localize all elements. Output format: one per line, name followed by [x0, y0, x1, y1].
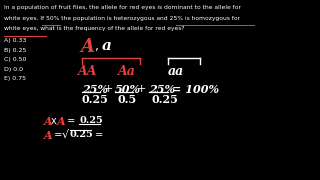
Text: 25%: 25%	[82, 84, 108, 95]
Text: 25%: 25%	[149, 84, 175, 95]
Text: A: A	[80, 38, 94, 56]
Text: √: √	[62, 130, 69, 140]
Text: D) 0.0: D) 0.0	[4, 66, 23, 71]
Text: Aa: Aa	[118, 65, 136, 78]
Text: =: =	[64, 116, 78, 126]
Text: aa: aa	[168, 65, 184, 78]
Text: a: a	[102, 39, 112, 53]
Text: A: A	[57, 116, 66, 127]
Text: = 100%: = 100%	[172, 84, 219, 95]
Text: =: =	[92, 130, 103, 140]
Text: 0.25: 0.25	[70, 130, 94, 139]
Text: 0.25: 0.25	[82, 94, 109, 105]
Text: +: +	[137, 84, 146, 94]
Text: A: A	[44, 130, 52, 141]
Text: 0.25: 0.25	[152, 94, 179, 105]
Text: white eyes. If 50% the population is heterozygous and 25% is homozygous for: white eyes. If 50% the population is het…	[4, 15, 240, 21]
Text: x: x	[51, 116, 57, 126]
Text: =: =	[51, 130, 65, 140]
Text: A: A	[44, 116, 52, 127]
Text: C) 0.50: C) 0.50	[4, 57, 26, 62]
Text: B) 0.25: B) 0.25	[4, 48, 26, 53]
Text: 0.5: 0.5	[117, 94, 136, 105]
Text: AA: AA	[78, 65, 98, 78]
Text: A) 0.33: A) 0.33	[4, 38, 27, 43]
Text: 50%: 50%	[115, 84, 141, 95]
Text: white eyes, what is the frequency of the allele for red eyes?: white eyes, what is the frequency of the…	[4, 26, 185, 31]
Text: +: +	[104, 84, 113, 94]
Text: 0.25: 0.25	[79, 116, 103, 125]
Text: In a population of fruit flies, the allele for red eyes is dominant to the allel: In a population of fruit flies, the alle…	[4, 5, 241, 10]
Text: ,: ,	[95, 40, 99, 53]
Text: E) 0.75: E) 0.75	[4, 76, 26, 81]
